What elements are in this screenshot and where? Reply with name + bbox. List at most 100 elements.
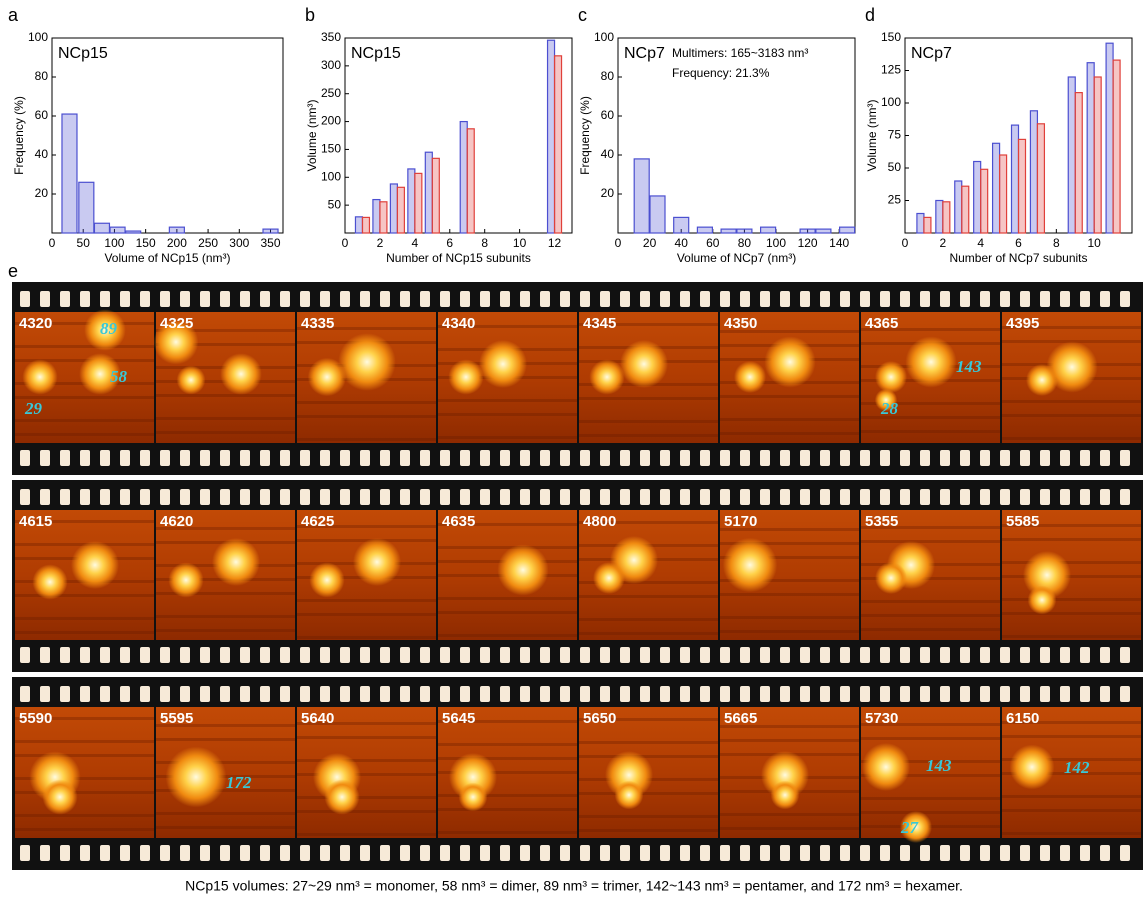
film-hole <box>620 845 630 861</box>
film-hole <box>1080 450 1090 466</box>
film-hole <box>20 450 30 466</box>
film-hole <box>800 845 810 861</box>
film-hole <box>620 647 630 663</box>
bar <box>761 227 776 233</box>
scan-line <box>720 813 859 816</box>
particle <box>620 340 668 388</box>
film-hole <box>240 489 250 505</box>
film-hole <box>80 489 90 505</box>
film-hole <box>560 450 570 466</box>
film-hole <box>660 450 670 466</box>
bar <box>943 202 950 233</box>
particle <box>22 359 57 394</box>
scan-line <box>1002 809 1141 812</box>
film-hole <box>160 291 170 307</box>
film-hole <box>1020 291 1030 307</box>
film-hole <box>440 647 450 663</box>
film-hole <box>720 686 730 702</box>
film-hole <box>920 845 930 861</box>
volume-annotation: 89 <box>100 319 118 338</box>
film-hole <box>300 450 310 466</box>
x-tick-label: 350 <box>260 236 280 250</box>
film-hole <box>380 291 390 307</box>
particle <box>1026 364 1058 396</box>
bar <box>390 184 397 233</box>
film-hole <box>340 686 350 702</box>
scan-line <box>438 413 577 416</box>
scan-line <box>1002 400 1141 403</box>
scan-line <box>1002 414 1141 417</box>
film-hole <box>120 686 130 702</box>
film-hole <box>820 845 830 861</box>
film-hole <box>1040 686 1050 702</box>
film-hole <box>440 450 450 466</box>
bar <box>1000 155 1007 233</box>
film-hole <box>680 845 690 861</box>
particle <box>1010 745 1055 790</box>
film-hole <box>880 845 890 861</box>
y-tick-label: 60 <box>601 108 615 122</box>
film-hole <box>620 450 630 466</box>
film-hole <box>560 845 570 861</box>
frame-time: 4635 <box>442 513 475 530</box>
film-hole <box>920 489 930 505</box>
scan-line <box>579 595 718 598</box>
y-tick-label: 20 <box>35 186 49 200</box>
film-hole <box>420 686 430 702</box>
film-hole <box>940 450 950 466</box>
film-hole <box>640 291 650 307</box>
bar <box>800 229 815 233</box>
y-tick-label: 300 <box>321 58 341 72</box>
film-hole <box>300 291 310 307</box>
scan-line <box>861 430 1000 433</box>
scan-line <box>15 814 154 817</box>
film-hole <box>260 845 270 861</box>
particle <box>615 781 644 810</box>
film-hole <box>780 845 790 861</box>
film-hole <box>1080 647 1090 663</box>
bar <box>1094 77 1101 233</box>
film-hole <box>400 291 410 307</box>
film-hole <box>660 647 670 663</box>
film-hole <box>780 450 790 466</box>
film-hole <box>880 291 890 307</box>
scan-line <box>720 418 859 421</box>
bar <box>555 56 562 233</box>
volume-annotation: 28 <box>880 399 899 418</box>
film-hole <box>520 489 530 505</box>
frame-time: 5650 <box>583 710 616 727</box>
film-hole <box>580 647 590 663</box>
bar <box>467 129 474 233</box>
film-hole <box>580 686 590 702</box>
film-hole <box>1020 489 1030 505</box>
scan-line <box>720 616 859 619</box>
film-hole <box>400 686 410 702</box>
film-hole <box>600 489 610 505</box>
particle <box>764 336 815 387</box>
film-hole <box>280 489 290 505</box>
film-hole <box>1040 647 1050 663</box>
film-hole <box>160 845 170 861</box>
bar <box>79 182 94 233</box>
film-hole <box>140 489 150 505</box>
bar <box>373 200 380 233</box>
film-hole <box>100 845 110 861</box>
scan-line <box>297 613 436 616</box>
film-hole <box>1000 845 1010 861</box>
frame-time: 4800 <box>583 513 616 530</box>
film-hole <box>360 845 370 861</box>
film-hole <box>520 845 530 861</box>
film-hole <box>140 845 150 861</box>
x-tick-label: 0 <box>615 236 622 250</box>
particle <box>875 361 907 393</box>
film-hole <box>180 647 190 663</box>
film-hole <box>820 647 830 663</box>
bar <box>425 152 432 233</box>
scan-line <box>579 755 718 758</box>
film-hole <box>100 291 110 307</box>
bar <box>1012 125 1019 233</box>
scan-line <box>438 808 577 811</box>
frame-time: 5645 <box>442 710 475 727</box>
film-hole <box>180 489 190 505</box>
film-hole <box>880 686 890 702</box>
